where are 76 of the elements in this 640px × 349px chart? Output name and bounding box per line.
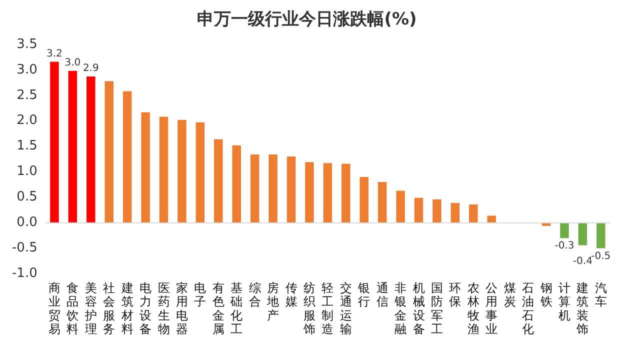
- bar: [178, 120, 186, 223]
- data-label: 2.9: [82, 63, 99, 74]
- chart-title: 申万一级行业今日涨跌幅(%): [197, 10, 417, 30]
- x-tick-label: 交通运输: [340, 280, 352, 336]
- bar: [323, 163, 332, 223]
- bar: [286, 156, 296, 223]
- x-tick-label: 计算机: [558, 280, 570, 322]
- x-tick-label: 国防军工: [430, 280, 443, 336]
- data-label: 3.2: [46, 48, 62, 60]
- bar: [250, 154, 260, 223]
- x-tick-label: 钢铁: [539, 280, 552, 309]
- bar: [68, 70, 78, 223]
- bar: [469, 204, 478, 223]
- bar: [414, 198, 424, 223]
- data-label: -0.4: [572, 256, 592, 267]
- bar: [122, 91, 132, 223]
- y-tick-label: 0.5: [16, 190, 38, 205]
- data-label: -0.5: [591, 250, 611, 262]
- y-tick-label: 1.5: [16, 138, 38, 154]
- x-tick-label: 基础化工: [230, 280, 243, 336]
- bar: [378, 182, 387, 223]
- bar: [268, 154, 278, 223]
- data-label: -0.3: [554, 240, 574, 252]
- x-tick-label: 轻工制造: [322, 280, 334, 336]
- x-tick-label: 食品饮料: [66, 280, 79, 336]
- x-tick-label: 房地产: [266, 280, 280, 322]
- y-tick-label: -0.5: [12, 240, 38, 256]
- bar: [196, 122, 205, 223]
- x-tick-label: 有色金属: [212, 280, 224, 336]
- y-tick-label: 2.0: [16, 113, 38, 128]
- x-tick-label: 公用事业: [486, 280, 498, 336]
- x-tick-label: 非银金融: [394, 280, 407, 336]
- bar: [560, 222, 569, 238]
- x-tick-label: 环保: [449, 280, 462, 309]
- x-tick-label: 综合: [248, 280, 261, 309]
- bar: [104, 81, 114, 223]
- data-label: 3.0: [64, 58, 81, 68]
- y-tick-label: 1.0: [16, 164, 38, 180]
- x-tick-label: 纺织服饰: [302, 280, 316, 336]
- bar: [214, 139, 223, 223]
- bar: [360, 176, 368, 223]
- bar: [596, 222, 606, 248]
- y-tick-label: 3.0: [16, 62, 38, 78]
- x-tick-label: 煤炭: [504, 280, 516, 309]
- x-tick-label: 建筑材料: [120, 280, 134, 336]
- x-tick-label: 银行: [357, 280, 370, 309]
- bar: [578, 222, 588, 246]
- x-tick-label: 家用电器: [176, 280, 188, 336]
- x-tick-label: 社会服务: [103, 280, 116, 336]
- bar: [159, 116, 168, 223]
- bar: [232, 145, 241, 223]
- y-tick-label: 2.5: [16, 88, 38, 103]
- x-tick-label: 电力设备: [140, 280, 152, 336]
- bar: [450, 202, 460, 223]
- x-tick-label: 汽车: [594, 280, 607, 309]
- bar: [432, 199, 442, 223]
- x-tick-label: 石油石化: [522, 280, 534, 336]
- y-tick-label: -1.0: [12, 266, 38, 282]
- y-tick-label: 3.5: [16, 36, 38, 52]
- bar: [487, 216, 496, 223]
- bar: [141, 112, 150, 223]
- bar: [396, 190, 405, 223]
- x-tick-label: 电子: [194, 280, 206, 309]
- x-tick-label: 传媒: [285, 280, 298, 309]
- x-tick-label: 美容护理: [84, 280, 97, 336]
- bar: [305, 162, 314, 223]
- bar: [86, 76, 96, 223]
- x-tick-label: 医药生物: [158, 280, 170, 336]
- x-tick-label: 建筑装饰: [576, 280, 589, 336]
- bar: [50, 62, 59, 223]
- x-tick-label: 商业贸易: [48, 280, 60, 336]
- x-tick-label: 农林牧渔: [466, 280, 480, 336]
- y-tick-label: 0.0: [16, 215, 38, 230]
- bar: [342, 164, 350, 223]
- x-tick-label: 通信: [376, 280, 388, 309]
- x-tick-label: 机械设备: [412, 280, 425, 336]
